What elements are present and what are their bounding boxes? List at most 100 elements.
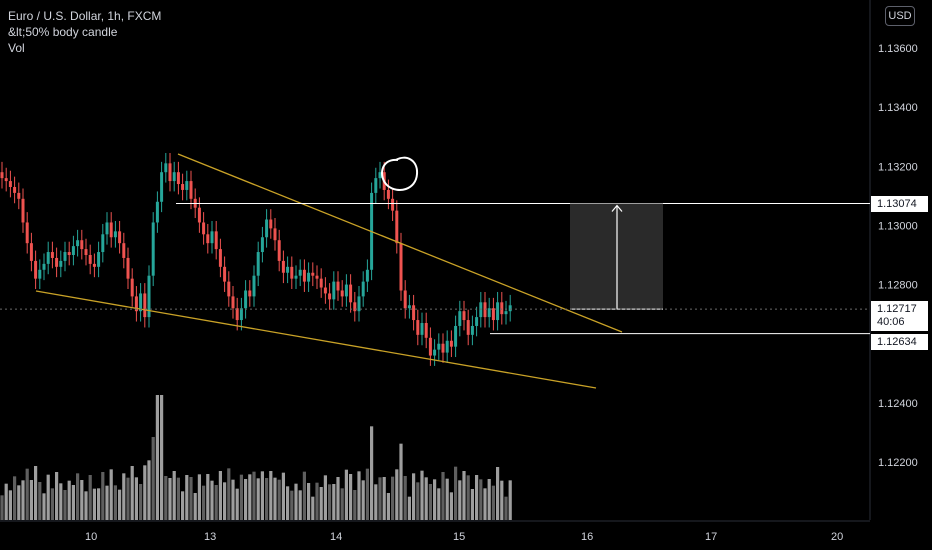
volume-bar — [147, 460, 151, 520]
candle-body — [269, 219, 273, 229]
volume-bar — [181, 491, 185, 520]
volume-bar — [97, 488, 101, 520]
candle-body — [294, 275, 298, 279]
candle-body — [307, 272, 311, 282]
candle-body — [46, 252, 50, 264]
candle-body — [113, 231, 117, 238]
time-tick-label: 16 — [581, 531, 593, 543]
legend-volume[interactable]: Vol — [8, 41, 25, 55]
candle-body — [92, 263, 96, 267]
candle-body — [214, 231, 218, 250]
candle-body — [386, 189, 390, 199]
volume-bar — [462, 471, 466, 520]
volume-bar — [210, 480, 214, 520]
price-tick-label: 1.12800 — [878, 280, 918, 292]
candle-body — [155, 201, 159, 223]
candle-body — [50, 252, 54, 258]
time-tick-label: 20 — [831, 531, 843, 543]
price-axis[interactable]: 1.13600 1.13400 1.13200 1.13000 1.12800 1.124… — [878, 43, 918, 469]
volume-bar — [101, 472, 105, 520]
volume-bar — [504, 496, 508, 520]
volume-bar — [307, 483, 311, 520]
candle-body — [139, 293, 143, 312]
currency-button[interactable]: USD — [885, 6, 915, 26]
candle-body — [273, 228, 277, 241]
candle-body — [487, 308, 491, 318]
candle-body — [399, 243, 403, 291]
volume-bar — [168, 478, 172, 520]
candle-body — [470, 325, 474, 335]
candle-body — [332, 281, 336, 300]
candle-body — [76, 240, 80, 247]
candle-body — [42, 263, 46, 270]
volume-bar — [454, 466, 458, 520]
volume-bar — [8, 490, 12, 520]
volume-bar — [122, 473, 126, 520]
volume-bar — [248, 474, 252, 520]
candle-body — [281, 260, 285, 273]
candle-body — [218, 249, 222, 267]
candle-body — [172, 172, 176, 182]
volume-bar — [361, 480, 365, 520]
candle-body — [206, 234, 210, 244]
candle-body — [407, 305, 411, 309]
candle-body — [67, 252, 71, 255]
volume-bar — [134, 477, 138, 520]
price-tick-label: 1.13000 — [878, 220, 918, 232]
candle-body — [55, 257, 59, 267]
volume-bar — [202, 485, 206, 520]
volume-bar — [496, 467, 500, 520]
volume-bar — [315, 482, 319, 520]
volume-bar — [311, 496, 315, 520]
volume-bar — [160, 395, 164, 520]
volume-bar — [13, 476, 17, 520]
candle-body — [101, 234, 105, 253]
volume-bar — [38, 482, 42, 520]
volume-bar — [71, 485, 75, 520]
candle-body — [176, 172, 180, 185]
volume-bar — [17, 485, 21, 520]
candle-body — [244, 290, 248, 309]
volume-bar — [395, 469, 399, 520]
candle-body — [403, 290, 407, 309]
legend-symbol[interactable]: Euro / U.S. Dollar, 1h, FXCM — [8, 9, 162, 23]
circle-annotation — [381, 156, 419, 191]
volume-bar — [449, 492, 453, 520]
volume-bar — [29, 480, 33, 520]
volume-bar — [113, 485, 117, 520]
candle-body — [445, 340, 449, 353]
volume-bar — [80, 480, 84, 520]
lower-trendline — [35, 290, 597, 389]
volume-bar — [508, 480, 512, 520]
candle-body — [420, 323, 424, 335]
candle-body — [122, 243, 126, 258]
candle-body — [428, 337, 432, 356]
candle-body — [323, 287, 327, 294]
candle-body — [265, 219, 269, 238]
volume-bar — [244, 479, 248, 520]
volume-bar — [433, 479, 437, 520]
time-tick-label: 13 — [204, 531, 216, 543]
volume-bar — [239, 474, 243, 520]
volume-bar — [151, 437, 155, 520]
candle-body — [126, 257, 130, 279]
volume-bar — [76, 473, 80, 520]
candle-body — [143, 293, 147, 318]
candle-body — [118, 231, 122, 244]
volume-bar — [164, 476, 168, 520]
candle-body — [374, 178, 378, 193]
candle-body — [88, 255, 92, 264]
candle-body — [277, 240, 281, 261]
candle-body — [500, 302, 504, 315]
time-axis[interactable]: 10 13 14 15 16 17 20 — [85, 531, 843, 543]
candle-body — [349, 284, 353, 303]
volume-bar — [412, 473, 416, 520]
legend-indicator[interactable]: &lt;50% body candle — [8, 25, 118, 39]
volume-bar — [273, 477, 277, 520]
volume-bar — [59, 483, 63, 520]
candle-body — [202, 222, 206, 235]
volume-bar — [231, 479, 235, 520]
volume-bar — [445, 478, 449, 520]
